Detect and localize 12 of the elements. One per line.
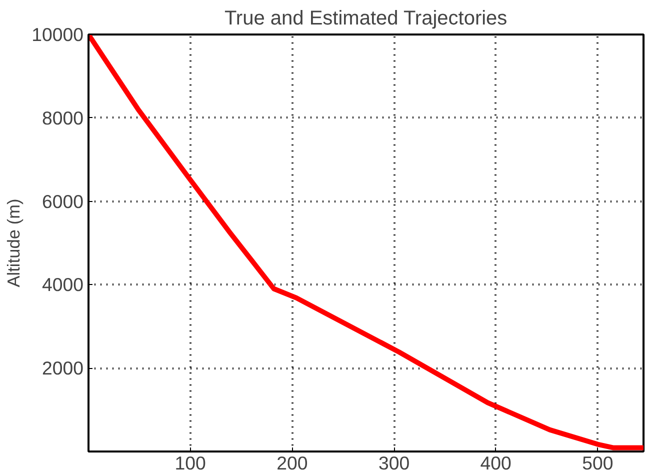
x-tick-label: 200 [276,452,308,472]
x-tick-label: 100 [174,452,206,472]
x-tick-label: 400 [480,452,512,472]
y-tick-label: 4000 [42,274,84,296]
y-tick-label: 10000 [32,24,84,45]
y-tick-label: 8000 [42,107,84,128]
chart-title: True and Estimated Trajectories [224,8,508,30]
x-tick-label: 300 [378,452,410,472]
y-tick-label: 6000 [42,190,84,212]
y-axis-title: Altitude (m) [4,198,24,288]
y-tick-label: 2000 [42,358,84,379]
x-tick-label: 500 [582,452,614,472]
